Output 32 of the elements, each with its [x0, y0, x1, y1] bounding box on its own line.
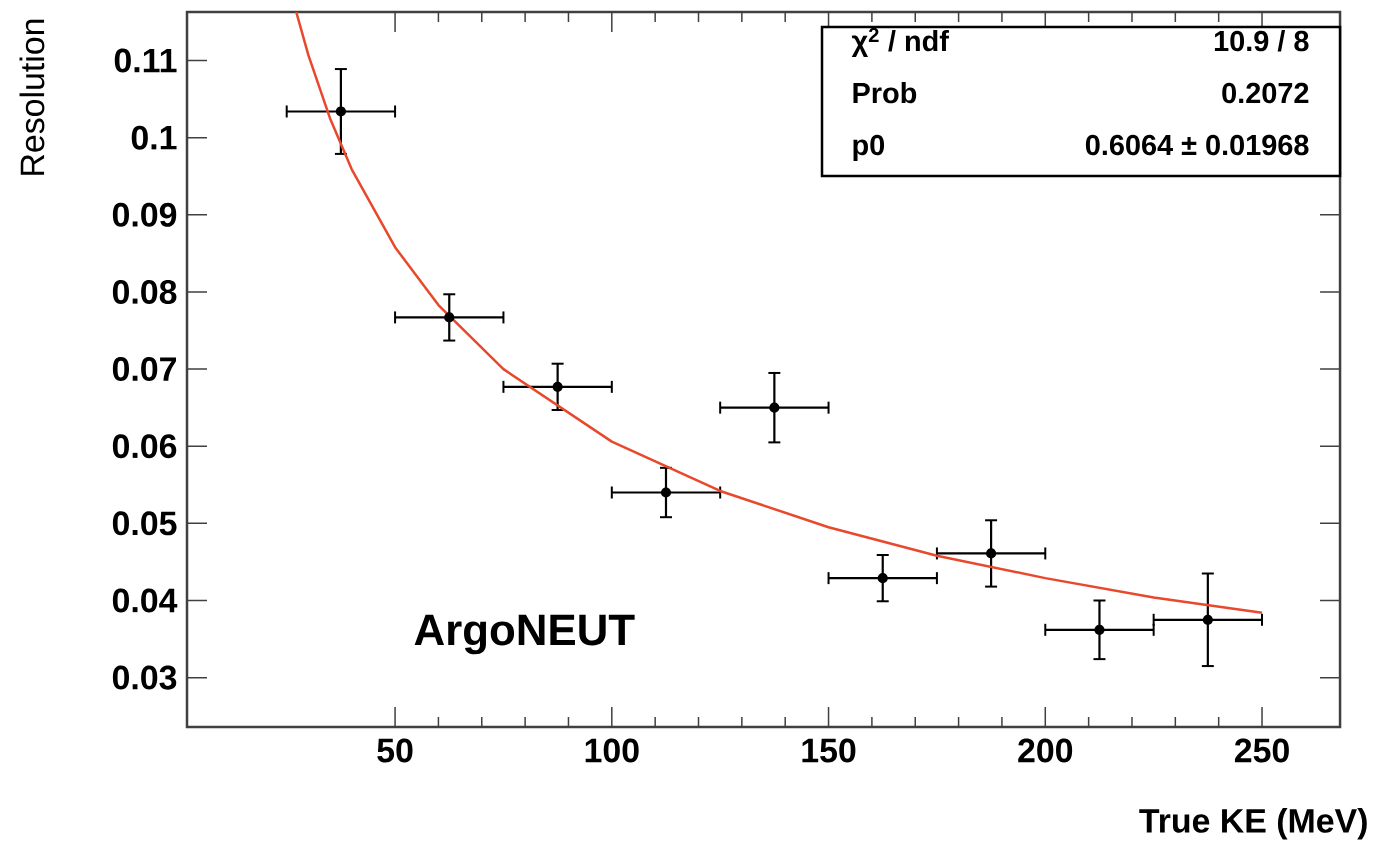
- y-tick-label: 0.07: [112, 357, 176, 382]
- y-tick-label: 0.1: [131, 125, 177, 150]
- y-tick-label: 0.03: [112, 665, 177, 690]
- annotation: p0: [853, 134, 885, 161]
- y-tick-label: 0.11: [114, 48, 177, 73]
- annotation: Prob: [853, 82, 917, 104]
- y-tick-label: 0.05: [112, 511, 177, 536]
- y-tick-label: 0.06: [112, 434, 177, 459]
- x-tick-label: 150: [802, 738, 856, 763]
- annotation: 10.9 / 8: [1214, 30, 1309, 52]
- y-axis-title: Resolution: [19, 19, 45, 175]
- annotation: 0.6064 ± 0.01968: [1085, 134, 1309, 156]
- point: [660, 487, 672, 498]
- point: [877, 573, 888, 584]
- x-tick-label: 100: [585, 738, 639, 763]
- point: [1202, 614, 1213, 625]
- y-tick-label: 0.04: [112, 588, 178, 613]
- y-tick-label: 0.09: [112, 202, 177, 227]
- x-axis-title: True KE (MeV): [1139, 807, 1367, 840]
- x-tick-label: 200: [1018, 738, 1073, 763]
- point: [552, 381, 563, 392]
- x-tick-label: 250: [1234, 738, 1289, 763]
- point: [1094, 624, 1105, 635]
- x-tick-label: 50: [377, 738, 413, 763]
- annotation: ArgoNEUT: [414, 614, 635, 655]
- point: [986, 548, 997, 559]
- point: [769, 402, 780, 413]
- y-tick-label: 0.08: [112, 279, 177, 304]
- annotation: χ$^{2}$ / ndf: [851, 27, 949, 57]
- point: [335, 106, 346, 117]
- annotation: 0.2072: [1222, 82, 1309, 104]
- point: [444, 312, 455, 323]
